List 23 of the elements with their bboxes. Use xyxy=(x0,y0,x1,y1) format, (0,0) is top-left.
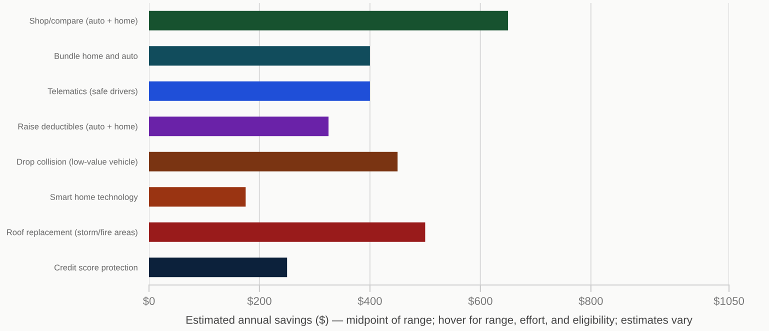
bar xyxy=(149,152,398,172)
bar xyxy=(149,81,370,101)
y-tick-label: Shop/compare (auto + home) xyxy=(30,18,138,26)
y-tick-label: Raise deductibles (auto + home) xyxy=(18,123,138,132)
bar xyxy=(149,10,508,30)
x-tick-label: $0 xyxy=(142,296,155,306)
bar xyxy=(149,258,288,278)
x-tick-label: $600 xyxy=(468,296,492,306)
x-tick-label: $200 xyxy=(247,296,272,306)
x-tick-label: $1050 xyxy=(714,296,744,306)
bar xyxy=(149,116,329,136)
y-tick-label: Drop collision (low-value vehicle) xyxy=(17,158,138,166)
x-axis-title: Estimated annual savings ($) — midpoint of range; hover for range, effort, and eligibility; estimates vary xyxy=(186,315,692,326)
y-tick-label: Roof replacement (storm/fire areas) xyxy=(7,229,138,237)
y-tick-label: Smart home technology xyxy=(50,194,138,202)
bar xyxy=(149,187,246,207)
y-tick-label: Credit score protection xyxy=(54,264,138,272)
x-tick-label: $400 xyxy=(358,296,382,306)
y-tick-label: Telematics (safe drivers) xyxy=(48,88,138,96)
bar xyxy=(149,46,370,66)
y-tick-label: Bundle home and auto xyxy=(54,52,138,59)
x-tick-label: $800 xyxy=(578,296,603,306)
bar xyxy=(149,222,426,242)
